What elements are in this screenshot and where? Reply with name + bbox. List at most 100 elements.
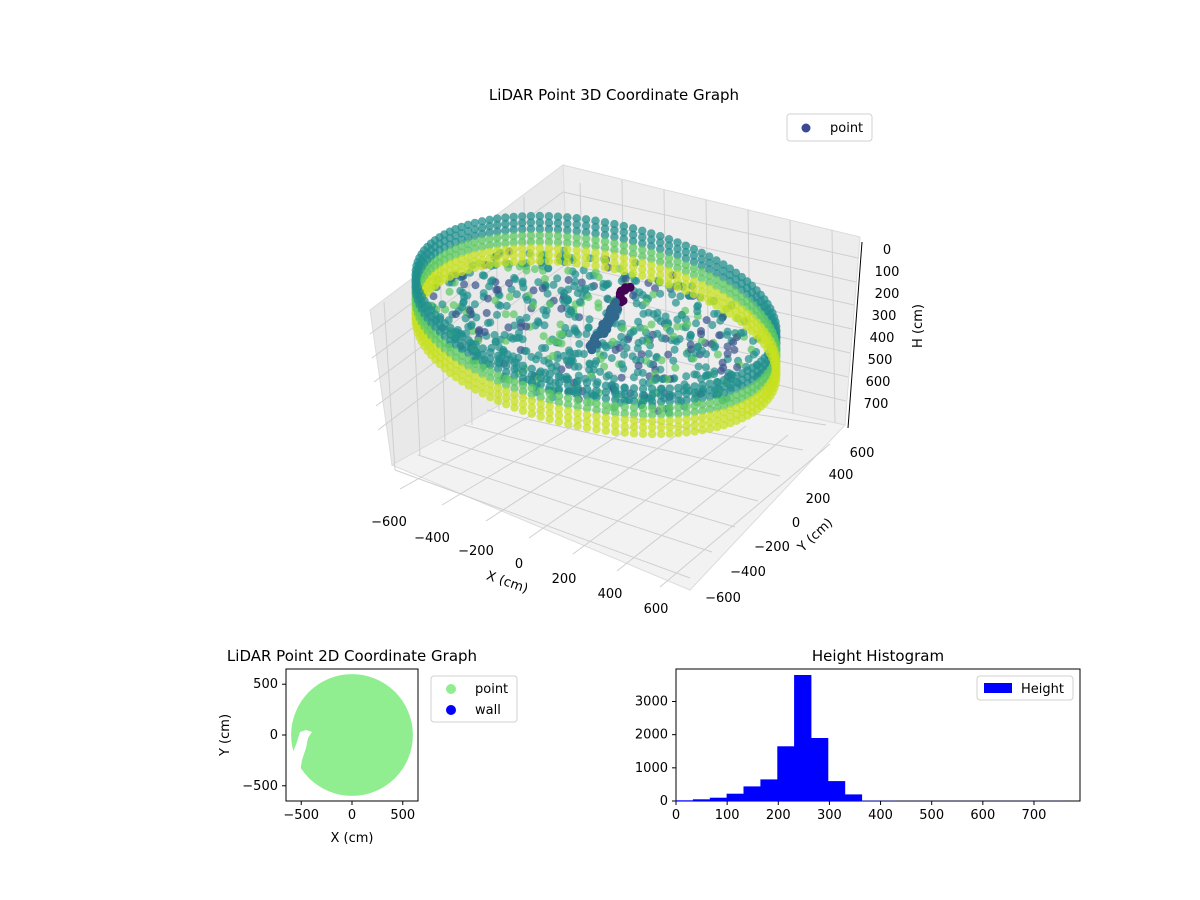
- cloud-point: [563, 296, 572, 305]
- point-cloud-3d: [411, 211, 781, 439]
- legend-label: Height: [1021, 682, 1064, 697]
- cloud-point: [594, 273, 603, 282]
- cloud-point: [638, 384, 648, 393]
- cloud-point: [705, 265, 714, 274]
- y-tick-label-hist: 1000: [635, 761, 668, 776]
- cloud-point: [620, 428, 629, 437]
- cloud-point: [665, 384, 674, 393]
- cloud-point: [638, 271, 647, 280]
- cloud-point: [619, 228, 628, 237]
- cloud-point: [538, 284, 547, 293]
- cloud-point: [493, 364, 503, 373]
- cloud-point: [545, 337, 554, 346]
- cloud-point: [712, 384, 722, 393]
- cloud-point: [470, 225, 480, 234]
- cloud-point: [530, 265, 539, 274]
- cloud-point: [509, 219, 518, 228]
- cloud-point: [545, 402, 554, 411]
- cloud-point: [648, 423, 657, 432]
- cloud-point: [564, 394, 573, 403]
- histogram-bar: [827, 781, 846, 801]
- cloud-point: [478, 344, 487, 353]
- cloud-point: [518, 212, 527, 221]
- cloud-point: [510, 364, 519, 374]
- cloud-point: [501, 310, 510, 319]
- cloud-point: [572, 252, 581, 261]
- cloud-point: [485, 260, 494, 269]
- cloud-point: [460, 280, 469, 289]
- cloud-point: [638, 403, 648, 413]
- cloud-point: [545, 395, 554, 405]
- cloud-point: [664, 273, 674, 282]
- cloud-point: [580, 350, 588, 358]
- cloud-point: [493, 370, 503, 380]
- cloud-point: [592, 357, 601, 366]
- y-tick-label: −400: [730, 565, 766, 580]
- x-axis-3d: −600 −400 −200 0 200 400 600 X (cm): [371, 515, 668, 617]
- cloud-point: [689, 245, 699, 254]
- cloud-point: [686, 331, 695, 340]
- cloud-point: [438, 300, 447, 309]
- cloud-point: [510, 397, 519, 406]
- y-tick-label: 400: [829, 468, 854, 483]
- cloud-point: [656, 232, 665, 241]
- cloud-point: [573, 376, 582, 386]
- cloud-point: [553, 274, 562, 283]
- cloud-point: [713, 350, 722, 359]
- cloud-point: [463, 239, 473, 249]
- cloud-point: [629, 390, 639, 399]
- cloud-point: [725, 264, 734, 273]
- cloud-point: [553, 257, 563, 266]
- plot-2d: LiDAR Point 2D Coordinate Graph −500−500…: [218, 647, 518, 846]
- cloud-point: [638, 233, 647, 242]
- cloud-point: [509, 212, 518, 222]
- cloud-point: [518, 380, 528, 390]
- cloud-point: [611, 389, 620, 398]
- cloud-point: [638, 239, 647, 248]
- cloud-point: [518, 231, 527, 240]
- cloud-point: [555, 330, 564, 339]
- cloud-point: [744, 355, 753, 363]
- cloud-point: [486, 354, 495, 363]
- cloud-point: [676, 292, 685, 301]
- cloud-point: [620, 350, 629, 359]
- cloud-point: [536, 380, 545, 389]
- cloud-point: [493, 246, 502, 255]
- cloud-point: [653, 329, 662, 338]
- cloud-point: [705, 386, 715, 395]
- cloud-point: [470, 238, 480, 247]
- cloud-point: [648, 429, 657, 439]
- cloud-point: [603, 294, 612, 303]
- cloud-point: [620, 383, 629, 392]
- cloud-point: [458, 338, 467, 347]
- cloud-point: [485, 254, 494, 263]
- cloud-point: [681, 254, 690, 263]
- cloud-point: [470, 231, 480, 240]
- cloud-point: [535, 231, 544, 240]
- cloud-point: [705, 392, 715, 401]
- cloud-point: [564, 413, 573, 422]
- cloud-point: [471, 385, 480, 394]
- cloud-point: [611, 421, 620, 430]
- cloud-point: [594, 299, 603, 308]
- cloud-point: [602, 281, 611, 289]
- cloud-point: [471, 359, 480, 368]
- cloud-point: [564, 387, 573, 396]
- cloud-point: [723, 349, 732, 358]
- cloud-point: [710, 370, 719, 379]
- cloud-point: [477, 242, 487, 252]
- cloud-point: [702, 316, 711, 325]
- cloud-point: [553, 212, 563, 221]
- cloud-point: [690, 382, 699, 391]
- cloud-point: [694, 362, 703, 371]
- cloud-point: [689, 277, 699, 286]
- cloud-point: [587, 345, 597, 355]
- cloud-point: [692, 319, 700, 328]
- cloud-point: [689, 264, 699, 273]
- cloud-point: [591, 255, 600, 264]
- cloud-point: [610, 239, 619, 248]
- cloud-point: [628, 256, 638, 265]
- cloud-point: [581, 234, 591, 243]
- cloud-point: [591, 242, 600, 251]
- cloud-point: [563, 251, 572, 261]
